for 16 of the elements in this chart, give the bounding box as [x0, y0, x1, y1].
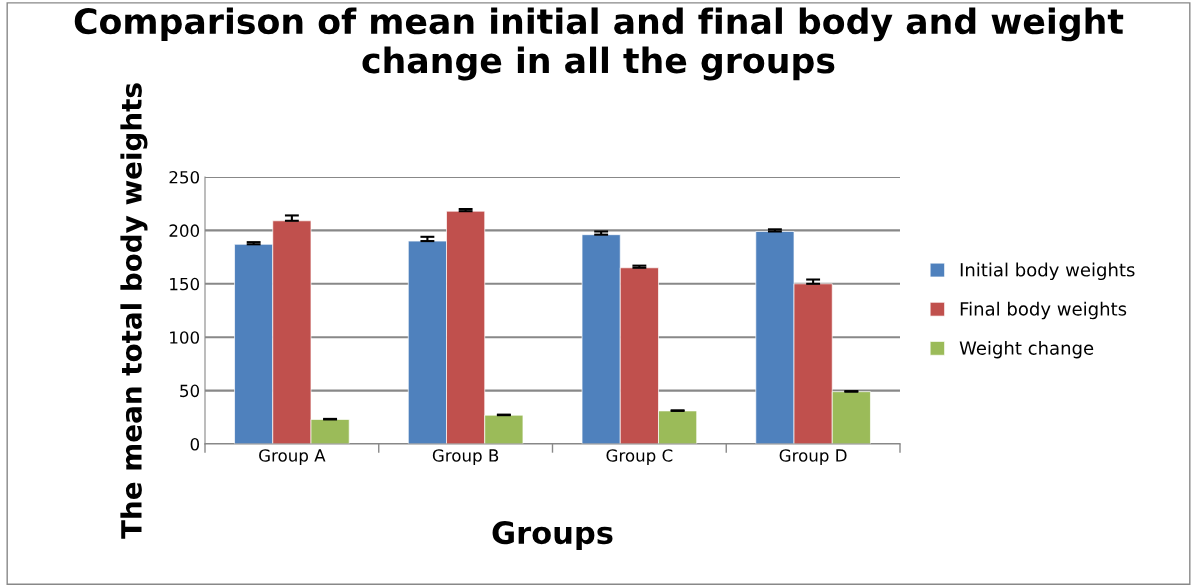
y-tick-label: 50 — [180, 384, 200, 398]
y-tick-label: 150 — [170, 277, 200, 291]
legend-label: Weight change — [959, 340, 1094, 359]
y-tick-label: 200 — [169, 224, 200, 237]
y-tick-label: 250 — [169, 170, 200, 184]
chart-title: Comparison of mean initial and final body and weight change in all the groups — [74, 7, 1124, 81]
x-tick-label: Group D — [779, 449, 847, 465]
x-axis-title: Groups — [492, 521, 613, 551]
y-tick-label: 100 — [170, 331, 200, 344]
y-tick-label: 0 — [190, 437, 200, 451]
legend-label: Final body weights — [960, 301, 1127, 320]
y-axis-title: The mean total body weights — [120, 83, 148, 539]
x-tick-label: Group C — [606, 449, 673, 465]
x-tick-label: Group B — [432, 449, 499, 465]
x-tick-label: Group A — [259, 449, 326, 465]
legend-label: Initial body weights — [960, 262, 1135, 281]
